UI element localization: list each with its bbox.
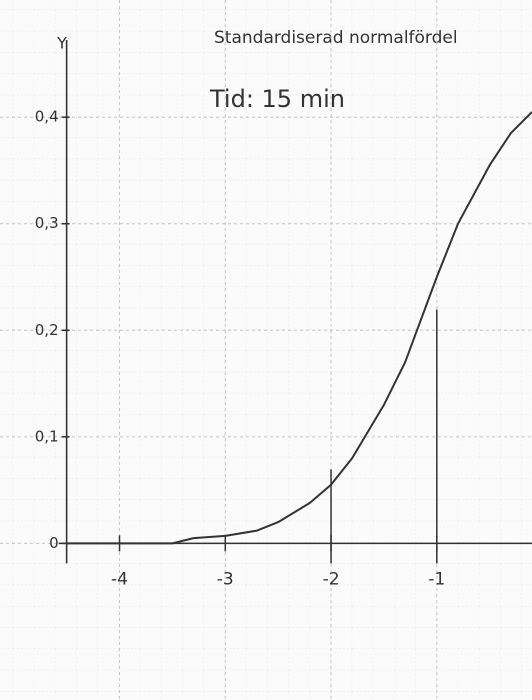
line-series [66,111,532,545]
y-tick-label: 0 [49,534,59,552]
x-tick-label: -4 [111,569,128,589]
chart-title: Standardiserad normalfördel [214,28,458,48]
y-tick-label: 0,1 [35,427,59,445]
y-tick-label: 0,3 [35,214,59,232]
x-tick-label: -2 [323,569,340,589]
x-tick-label: -3 [217,569,234,589]
y-tick-label: 0,4 [35,108,59,126]
y-axis-label: Y [56,34,67,53]
y-tick-label: 0,2 [35,321,59,339]
chart-subtitle: Tid: 15 min [209,85,345,113]
x-tick-label: -1 [428,569,445,589]
